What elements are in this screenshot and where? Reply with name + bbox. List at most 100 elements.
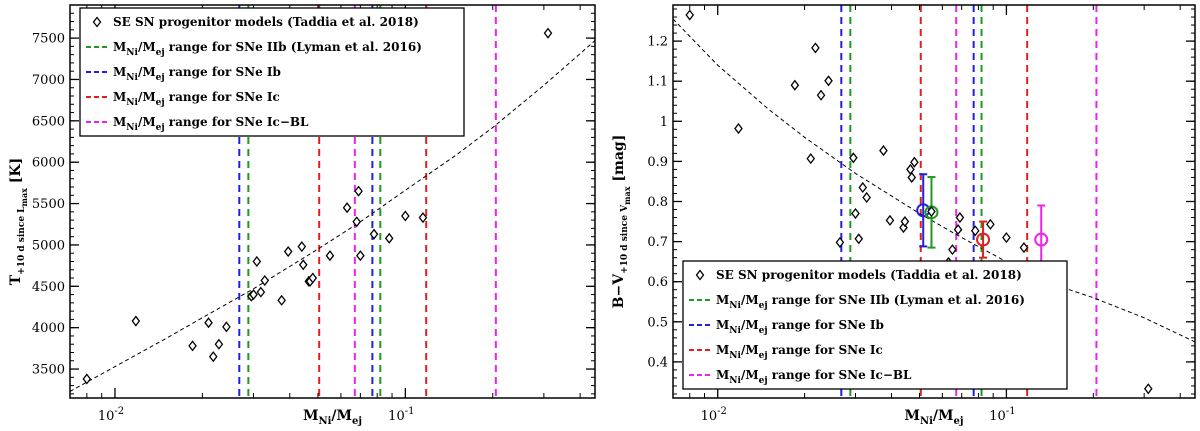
data-point [214,338,224,350]
legend-label: MNi/Mej range for SNe Ib [716,318,884,336]
fit-curve [70,40,595,392]
y-tick-label: 3500 [32,363,65,378]
data-point [900,215,910,228]
legend-entry: MNi/Mej range for SNe Ib [689,318,884,336]
legend-marker [92,16,102,28]
y-tick-label: 4500 [32,280,65,295]
data-point [927,205,936,218]
plot-frame [69,4,596,399]
data-point [342,202,352,214]
y-tick-label: 6000 [32,156,65,171]
data-point [325,250,335,262]
y-tick-label: 0.7 [647,235,668,250]
data-point [970,225,980,237]
legend-entry: SE SN progenitor models (Taddia et al. 2… [92,15,419,29]
y-tick-label: 0.5 [647,315,668,330]
mean-point-red [976,220,991,259]
data-point [899,222,908,234]
data-point [953,224,963,236]
data-point [369,228,379,240]
data-point [1143,383,1153,395]
x-tick-label: 10-2 [701,406,727,424]
legend-entry: MNi/Mej range for SNe Ic [689,343,883,361]
data-point [885,214,895,226]
data-point [1002,232,1011,244]
data-point [256,286,266,298]
data-point [824,75,833,87]
data-point [906,163,915,175]
y-axis-title: B−V+10 d since Vmax [mag] [611,135,632,309]
legend-entry: MNi/Mej range for SNe IIb (Lyman et al. … [86,40,422,58]
y-tick-label: 6500 [32,114,65,129]
data-point [858,181,868,194]
legend-entry: MNi/Mej range for SNe Ic−BL [86,115,309,133]
legend-label: MNi/Mej range for SNe Ic [113,90,280,108]
data-point [352,216,362,228]
chart-left-temperature: 3500 4000 4500 5000 5500 6000 6500 7000 7500 10-2… [8,4,596,427]
data-point [948,244,957,256]
data-point [955,211,965,224]
data-point [188,340,197,352]
data-point [283,245,293,258]
legend-entry: MNi/Mej range for SNe IIb (Lyman et al. … [689,293,1025,311]
y-tick-label: 1.2 [647,35,668,50]
data-point [298,259,308,271]
y-axis-title: T+10 d since Lmax [K] [8,158,29,285]
data-point [252,255,262,268]
x-tick-label: 10-2 [98,406,124,424]
legend-label: MNi/Mej range for SNe Ib [113,65,281,83]
legend-label: MNi/Mej range for SNe IIb (Lyman et al. … [113,40,422,58]
data-point [249,289,258,301]
data-point [260,274,270,287]
y-tick-label: 5000 [32,238,65,253]
legend-label: MNi/Mej range for SNe Ic [716,343,883,361]
y-tick-label: 1 [660,115,668,130]
data-point [849,152,858,164]
legend-label: MNi/Mej range for SNe Ic−BL [113,115,309,133]
data-point [862,191,871,204]
data-point [418,212,428,224]
data-point [297,241,307,253]
x-tick-label: 10-1 [388,406,414,424]
y-tick-label: 0.8 [647,195,668,210]
y-tick-label: 0.9 [647,155,668,170]
plot-area [673,5,1195,398]
data-point [811,42,820,54]
data-point [204,317,213,329]
data-point [1019,242,1029,254]
data-point [854,233,864,245]
mean-point-blue [916,173,931,248]
data-point [816,89,826,101]
data-point [806,153,816,165]
legend-marker [695,269,705,281]
data-point [308,272,318,284]
x-tick-label: 10-1 [989,406,1015,424]
legend-entry: SE SN progenitor models (Taddia et al. 2… [695,268,1022,282]
data-point [685,9,695,21]
data-point [734,122,743,135]
x-axis-title: MNi/Mej [904,408,963,427]
data-point [277,294,286,306]
legend-entry: MNi/Mej range for SNe Ic [86,90,280,108]
data-point [835,236,845,248]
data-point [354,185,363,197]
x-axis-title: MNi/Mej [303,408,362,427]
legend-label: SE SN progenitor models (Taddia et al. 2… [716,268,1022,282]
y-tick-label: 4000 [32,321,65,336]
data-point [356,250,365,262]
data-point [851,207,860,220]
data-point [910,156,919,168]
data-point [131,315,141,327]
data-point [222,321,231,333]
data-point [879,145,888,157]
data-point [986,218,995,230]
y-tick-label: 0.4 [647,355,668,370]
data-point [208,351,218,363]
y-tick-label: 7000 [32,73,65,88]
data-point [401,210,410,222]
legend: SE SN progenitor models (Taddia et al. 2… [682,260,1068,390]
data-point [82,373,92,385]
y-tick-label: 5500 [32,197,65,212]
y-tick-label: 7500 [32,32,65,47]
